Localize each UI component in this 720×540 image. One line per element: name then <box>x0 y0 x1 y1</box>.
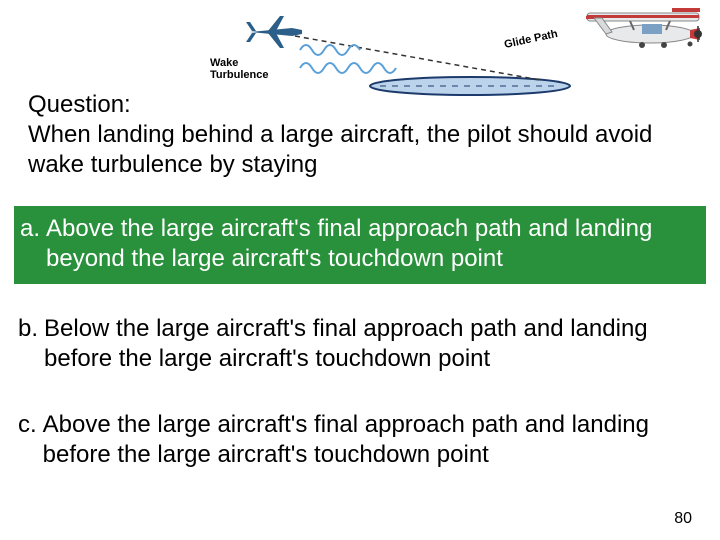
answer-letter: c. <box>18 410 43 470</box>
svg-text:Turbulence: Turbulence <box>210 69 268 81</box>
page-number: 80 <box>674 510 692 528</box>
answer-option-a[interactable]: a. Above the large aircraft's final appr… <box>14 206 706 284</box>
answer-text: Below the large aircraft's final approac… <box>44 314 702 374</box>
answer-letter: a. <box>20 214 46 274</box>
answer-option-b[interactable]: b. Below the large aircraft's final appr… <box>14 310 706 378</box>
cessna-graphic <box>572 0 712 55</box>
answer-text: Above the large aircraft's final approac… <box>43 410 702 470</box>
svg-text:Wake: Wake <box>210 57 238 69</box>
answer-letter: b. <box>18 314 44 374</box>
svg-text:Glide Path: Glide Path <box>503 28 559 51</box>
answer-text: Above the large aircraft's final approac… <box>46 214 700 274</box>
wake-turbulence-diagram: Wake Turbulence Glide Path <box>180 8 580 98</box>
question-lead: Question: <box>28 90 692 120</box>
answer-option-c[interactable]: c. Above the large aircraft's final appr… <box>14 406 706 474</box>
question-block: Question: When landing behind a large ai… <box>28 90 692 180</box>
question-text: When landing behind a large aircraft, th… <box>28 120 692 180</box>
